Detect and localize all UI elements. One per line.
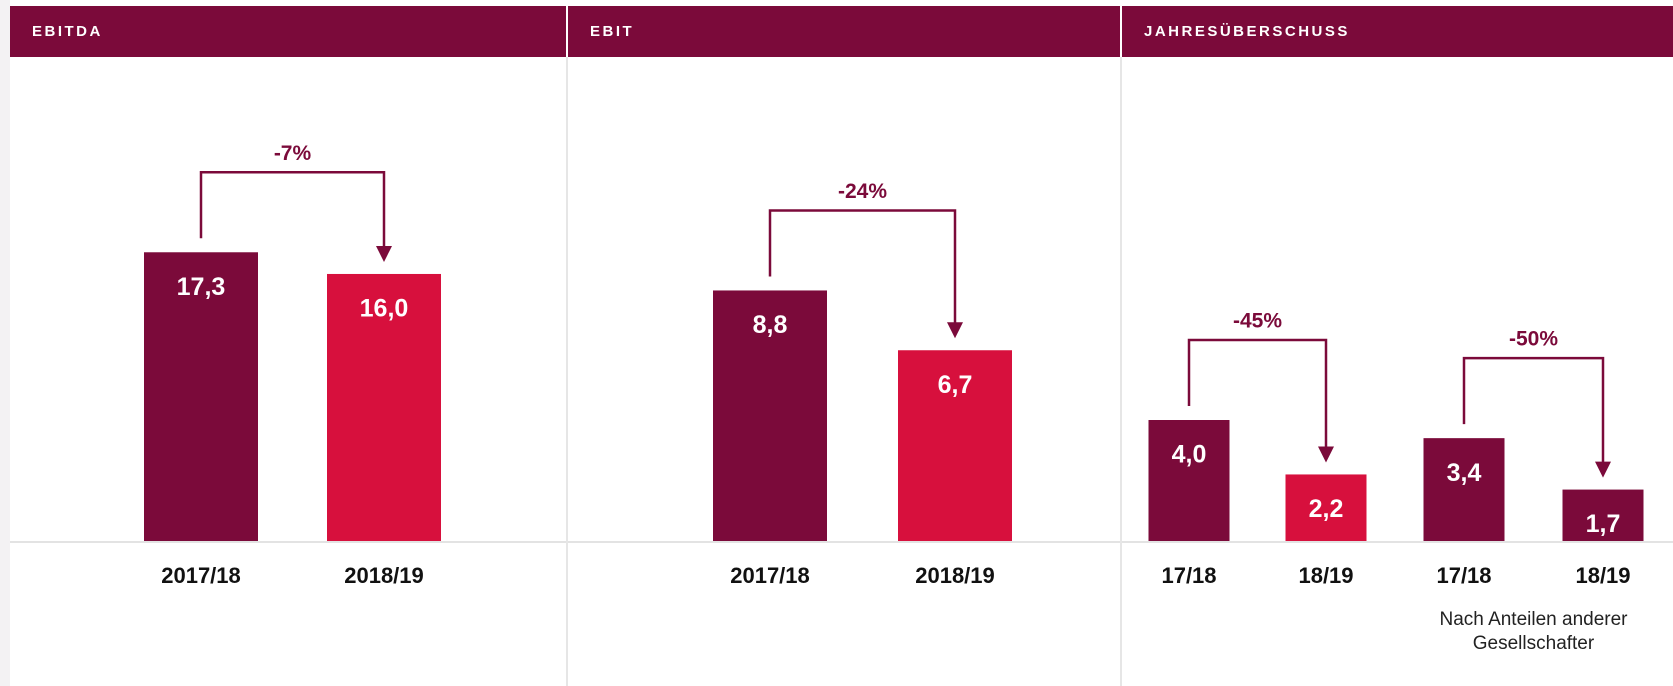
value-label: 16,0 bbox=[360, 295, 409, 323]
bar bbox=[1562, 489, 1644, 541]
arrow-head bbox=[947, 322, 963, 339]
change-label: -24% bbox=[838, 180, 887, 203]
change-arrow bbox=[768, 209, 957, 325]
x-tick-label: 2018/19 bbox=[344, 563, 424, 588]
x-tick-label: 2018/19 bbox=[915, 563, 995, 588]
bar bbox=[1148, 420, 1230, 541]
bar bbox=[898, 350, 1012, 541]
panel-title: JAHRESÜBERSCHUSS bbox=[1144, 23, 1350, 40]
change-arrow bbox=[1462, 356, 1605, 464]
bar bbox=[1423, 438, 1505, 541]
change-label: -45% bbox=[1233, 310, 1282, 333]
bar bbox=[713, 290, 827, 541]
margin bbox=[0, 0, 10, 686]
change-arrow bbox=[199, 171, 386, 248]
change-label: -7% bbox=[274, 142, 312, 165]
header bbox=[1122, 6, 1673, 57]
x-tick-label: 17/18 bbox=[1161, 563, 1216, 588]
bar bbox=[327, 273, 441, 541]
header bbox=[10, 6, 566, 57]
header bbox=[568, 6, 1120, 57]
value-label: 2,2 bbox=[1309, 495, 1344, 523]
panel-title: EBITDA bbox=[32, 23, 103, 40]
value-label: 3,4 bbox=[1447, 459, 1482, 487]
value-label: 4,0 bbox=[1172, 441, 1207, 469]
arrow-head bbox=[376, 245, 392, 262]
x-tick-label: 2017/18 bbox=[730, 563, 810, 588]
value-label: 6,7 bbox=[938, 371, 973, 399]
arrow-head bbox=[1595, 461, 1611, 478]
bar bbox=[144, 252, 258, 541]
value-label: 8,8 bbox=[753, 311, 788, 339]
arrow-head bbox=[1318, 446, 1334, 463]
change-label: -50% bbox=[1509, 328, 1558, 351]
x-tick-label: 17/18 bbox=[1436, 563, 1491, 588]
change-arrow bbox=[1187, 338, 1328, 449]
x-tick-label: 18/19 bbox=[1575, 563, 1630, 588]
value-label: 17,3 bbox=[177, 273, 226, 301]
note: Nach Anteilen anderer Gesellschafter bbox=[1439, 609, 1628, 654]
panel-title: EBIT bbox=[590, 23, 634, 40]
x-tick-label: 2017/18 bbox=[161, 563, 241, 588]
value-label: 1,7 bbox=[1586, 510, 1621, 538]
x-tick-label: 18/19 bbox=[1298, 563, 1353, 588]
bar bbox=[1285, 474, 1367, 541]
